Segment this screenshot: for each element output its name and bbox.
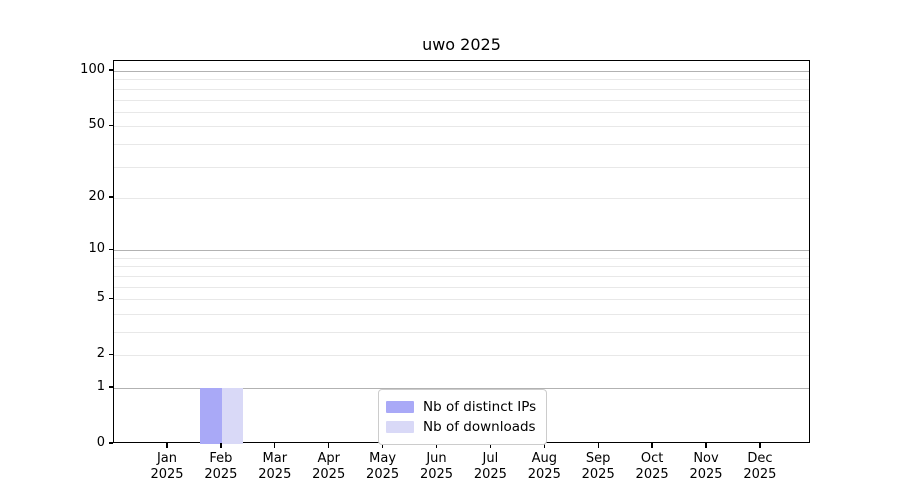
gridline-minor-80 [114,88,809,90]
y-tick-label-100: 100 [80,62,105,77]
chart-title: uwo 2025 [422,35,501,54]
legend-label-distinct-ips: Nb of distinct IPs [423,399,537,415]
x-tick-mark-sep [597,443,599,448]
x-tick-label-may: May 2025 [366,451,400,482]
gridline-minor-70 [114,99,809,101]
gridline-major-100 [114,71,809,72]
gridline-minor-50 [114,126,809,128]
y-tick-label-10: 10 [88,241,105,257]
legend-entry-downloads: Nb of downloads [386,417,536,437]
y-tick-mark-0 [108,442,113,444]
x-tick-label-aug: Aug 2025 [527,451,561,482]
gridline-minor-40 [114,143,809,145]
legend: Nb of distinct IPs Nb of downloads [378,389,548,445]
y-tick-mark-50 [108,124,113,126]
legend-label-downloads: Nb of downloads [423,419,536,435]
x-tick-label-oct: Oct 2025 [635,451,669,482]
x-tick-mark-dec [759,443,761,448]
gridline-minor-4 [114,313,809,315]
x-tick-mark-jun [435,443,438,448]
gridline-major-1 [114,388,809,389]
gridline-minor-30 [114,166,809,168]
x-tick-mark-aug [543,443,545,448]
x-tick-mark-may [381,443,384,448]
y-tick-mark-5 [108,297,113,299]
x-tick-label-jan: Jan 2025 [150,451,184,482]
y-tick-label-5: 5 [96,290,105,306]
y-tick-label-2: 2 [96,346,105,362]
y-tick-mark-100 [108,69,113,71]
x-tick-mark-jan [166,443,168,448]
bar-feb-series-1 [221,388,244,444]
gridline-minor-3 [114,332,809,333]
y-tick-label-20: 20 [88,188,105,204]
bar-feb-series-0 [200,388,222,444]
gridline-minor-5 [114,299,809,301]
x-tick-mark-nov [705,443,707,448]
gridline-minor-8 [114,266,809,268]
y-tick-mark-2 [108,353,113,355]
legend-entry-distinct-ips: Nb of distinct IPs [386,397,536,417]
x-tick-label-sep: Sep 2025 [581,451,615,482]
x-tick-mark-mar [274,443,276,448]
y-tick-mark-20 [108,196,113,198]
x-tick-label-jul: Jul 2025 [473,451,507,482]
gridline-minor-7 [114,275,809,277]
x-tick-label-dec: Dec 2025 [743,451,777,482]
gridline-minor-6 [114,286,809,288]
legend-swatch-distinct-ips [386,401,414,413]
plot-area: Nb of distinct IPs Nb of downloads [113,60,810,445]
y-tick-label-1: 1 [96,379,105,394]
legend-swatch-downloads [386,421,414,433]
x-tick-mark-feb [220,443,222,448]
y-tick-mark-1 [108,386,113,388]
x-tick-mark-oct [651,443,653,448]
x-tick-label-nov: Nov 2025 [689,451,723,482]
x-tick-label-mar: Mar 2025 [258,451,292,482]
gridline-minor-9 [114,257,809,259]
gridline-minor-60 [114,111,809,113]
x-tick-label-jun: Jun 2025 [419,451,454,482]
x-tick-label-feb: Feb 2025 [204,451,238,482]
gridline-minor-20 [114,197,809,199]
x-tick-mark-jul [489,443,492,448]
gridline-major-10 [114,250,809,252]
gridline-minor-90 [114,79,809,81]
x-tick-mark-apr [328,443,330,448]
y-tick-mark-10 [108,248,113,250]
x-tick-label-apr: Apr 2025 [312,451,346,482]
y-tick-label-0: 0 [96,435,105,450]
gridline-minor-2 [114,355,809,357]
y-tick-label-50: 50 [88,117,105,133]
